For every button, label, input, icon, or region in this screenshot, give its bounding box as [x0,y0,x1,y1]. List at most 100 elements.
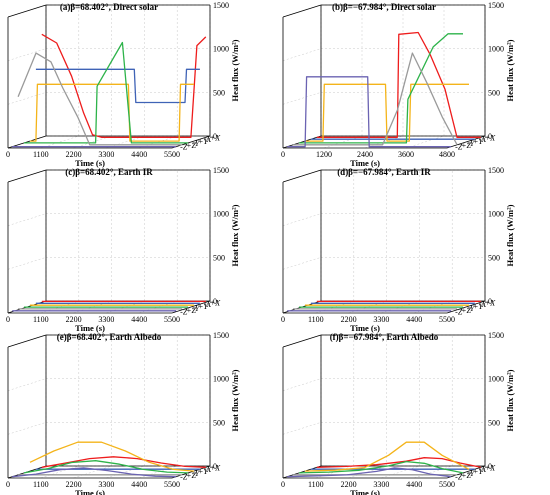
side-wall-gridline [7,257,47,270]
x-tick-label: 0 [281,480,285,489]
face-label: -Y [192,139,201,148]
panel-f: 0 500 1000 1500 +X-X+Y-Y+Z-Z 0 1100 2200 3300 440… [281,331,515,495]
x-tick-label: 2200 [341,315,357,324]
face-label: -Z [455,308,463,317]
face-label: +Y [473,302,484,311]
z-tick-label: 1000 [213,375,229,384]
side-wall-gridline [282,422,322,435]
side-wall-gridline [7,48,47,61]
z-tick-label: 1000 [488,375,504,384]
z-tick-label: 0 [488,297,492,306]
x-tick-label: 1100 [308,315,324,324]
x-tick-label: 3300 [98,150,114,159]
x-tick-label: 0 [6,480,10,489]
z-tick-label: 0 [488,462,492,471]
z-tick-label: 1000 [213,45,229,54]
series-line--Z [287,467,452,478]
x-tick-label: 3300 [373,315,389,324]
x-tick-label: 2200 [341,480,357,489]
face-label: -Z [180,143,188,152]
face-label: -X [479,300,488,309]
face-label: -Z [180,473,188,482]
face-label: -Y [192,469,201,478]
panel-d: 0 500 1000 1500 +X-X+Y-Y+Z-Z 0 1100 2200 3300 440… [281,166,515,333]
side-wall-gridline [282,213,322,226]
z-tick-label: 500 [488,253,500,262]
x-tick-label: 4400 [131,150,147,159]
z-tick-label: 1500 [213,331,229,340]
z-tick-label: 500 [213,418,225,427]
z-axis-label: Heat flux (W/m²) [505,39,515,101]
panel-title: (c)β=68.402°, Earth IR [65,167,153,177]
floor-gridline [405,135,445,149]
series-line-+X [316,31,481,138]
face-label: +Z [461,471,471,480]
z-tick-label: 0 [213,132,217,141]
z-tick-label: 1000 [488,210,504,219]
panel-title: (d)β=−67.984°, Earth IR [337,167,431,177]
z-tick-label: 500 [213,253,225,262]
z-tick-label: 1500 [488,1,504,10]
axis-frame-edge [7,4,47,18]
panel-title: (a)β=68.402°, Direct solar [60,2,158,12]
face-label: -Z [455,473,463,482]
floor-gridline [73,135,112,149]
series-line-+Y [305,83,469,142]
face-label: +X [210,463,221,472]
face-label: -X [204,300,213,309]
side-wall-gridline [7,213,47,226]
x-tick-label: 0 [281,315,285,324]
x-tick-label: 5500 [439,480,455,489]
x-tick-label: 4400 [131,480,147,489]
axis-frame-edge [7,334,47,348]
axis-frame-edge [282,4,322,18]
x-tick-label: 5500 [164,150,180,159]
z-axis-label: Heat flux (W/m²) [505,369,515,431]
panel-a: 0 500 1000 1500 +X-X+Y-Y+Z-Z 0 1100 2200 3300 440… [6,1,240,168]
face-label: +Z [186,141,196,150]
series-line-+X [41,456,206,468]
floor-gridline [348,465,387,479]
x-tick-label: 2200 [66,150,82,159]
x-axis-label: Time (s) [75,323,105,333]
x-tick-label: 1100 [33,315,49,324]
z-tick-label: 1500 [213,166,229,175]
x-tick-label: 2200 [66,315,82,324]
series-line--Y [299,33,463,144]
x-tick-label: 1200 [316,150,332,159]
z-tick-label: 1000 [488,45,504,54]
x-tick-label: 3600 [398,150,414,159]
side-wall-gridline [7,378,47,391]
face-label: -Z [180,308,188,317]
side-wall-gridline [282,257,322,270]
floor-gridline [73,465,112,479]
x-tick-label: 3300 [98,315,114,324]
face-label: -Z [455,143,463,152]
x-tick-label: 3300 [98,480,114,489]
side-wall-gridline [7,422,47,435]
floor-gridline [40,135,79,149]
face-label: +Y [198,302,209,311]
x-tick-label: 2200 [66,480,82,489]
x-tick-label: 0 [281,150,285,159]
x-tick-label: 0 [6,315,10,324]
z-tick-label: 0 [213,462,217,471]
face-label: +X [485,463,496,472]
axis-frame-edge [446,300,486,314]
x-tick-label: 1100 [308,480,324,489]
x-tick-label: 4400 [131,315,147,324]
series-line-+Y [29,441,195,472]
series-line--Y [298,460,464,474]
series-line--Z [12,467,177,478]
panel-title: (f)β=−67.984°, Earth Albedo [330,332,439,342]
z-tick-label: 500 [213,88,225,97]
face-label: -Y [467,304,476,313]
floor-gridline [315,465,354,479]
floor-gridline [364,135,404,149]
floor-gridline [40,465,79,479]
face-label: +X [485,133,496,142]
floor-gridline [414,465,453,479]
axis-frame-edge [7,135,47,149]
panel-c: 0 500 1000 1500 +X-X+Y-Y+Z-Z 0 1100 2200 3300 440… [6,166,240,333]
floor-gridline [323,135,363,149]
